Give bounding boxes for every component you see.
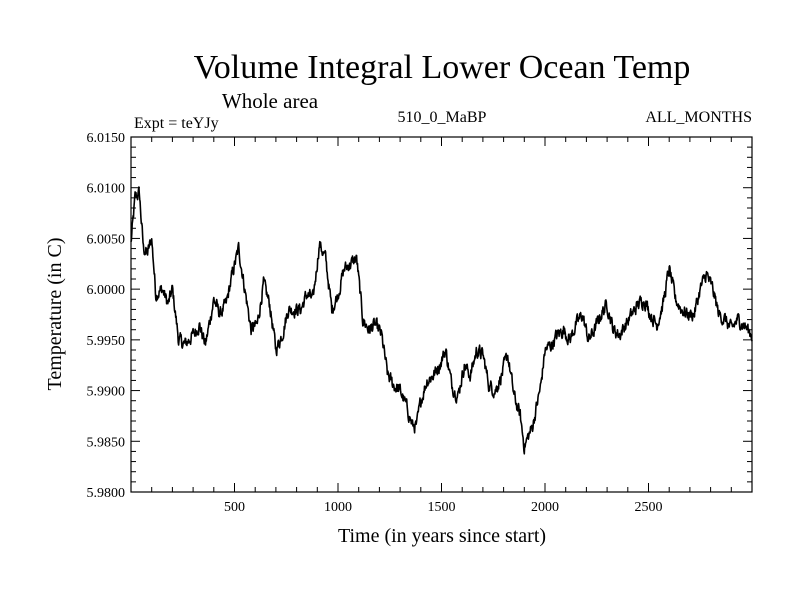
x-tick-label: 500 bbox=[224, 500, 245, 515]
x-axis-label: Time (in years since start) bbox=[338, 525, 546, 547]
y-tick-label: 5.9850 bbox=[87, 435, 126, 450]
chart-subtitle: Whole area bbox=[222, 89, 319, 113]
experiment-label: Expt = teYJy bbox=[134, 115, 219, 132]
axis-tick-labels: 500 1000 1500 2000 2500 5.9800 5.9850 5.9900 5.9… bbox=[87, 131, 663, 515]
axis-ticks bbox=[131, 136, 752, 493]
series-line bbox=[130, 186, 753, 455]
y-tick-label: 6.0100 bbox=[87, 182, 126, 197]
x-tick-label: 2000 bbox=[531, 500, 559, 515]
y-tick-label: 5.9800 bbox=[87, 486, 126, 501]
y-tick-label: 6.0150 bbox=[87, 131, 126, 146]
y-tick-label: 5.9900 bbox=[87, 385, 126, 400]
run-label: 510_0_MaBP bbox=[398, 109, 487, 126]
chart-title: Volume Integral Lower Ocean Temp bbox=[194, 49, 691, 86]
y-tick-label: 6.0050 bbox=[87, 232, 126, 247]
x-tick-label: 1000 bbox=[324, 500, 352, 515]
y-axis-label: Temperature (in C) bbox=[44, 238, 66, 391]
months-label: ALL_MONTHS bbox=[645, 109, 752, 126]
x-tick-label: 1500 bbox=[428, 500, 456, 515]
y-tick-label: 5.9950 bbox=[87, 334, 126, 349]
x-tick-label: 2500 bbox=[635, 500, 663, 515]
y-tick-label: 6.0000 bbox=[87, 283, 126, 298]
plot-frame bbox=[130, 136, 753, 493]
